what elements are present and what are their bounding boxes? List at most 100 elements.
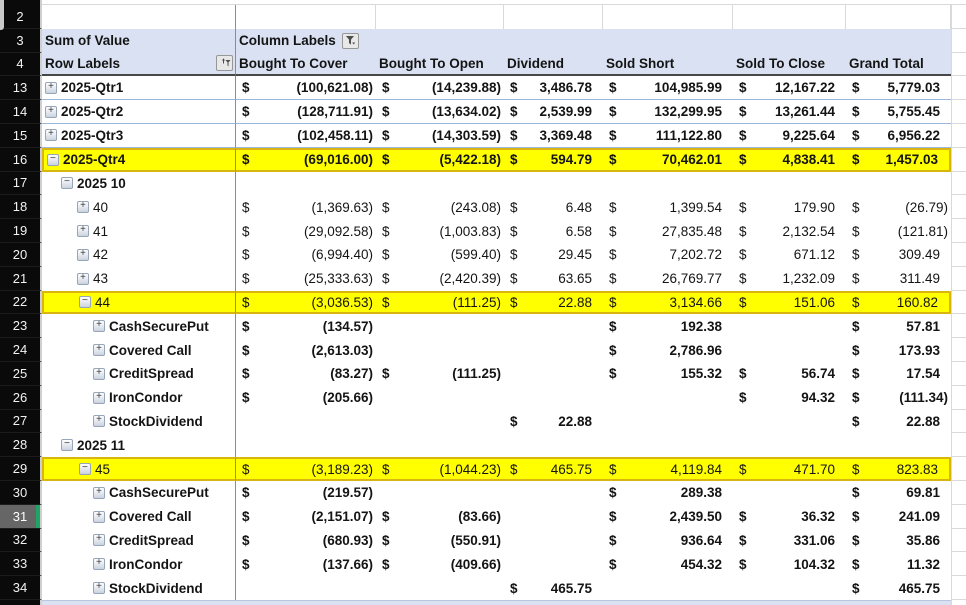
value-cell[interactable] <box>504 529 603 553</box>
value-cell[interactable]: $104.32 <box>733 552 846 576</box>
value-cell[interactable] <box>733 481 846 505</box>
value-cell[interactable]: $36.32 <box>733 505 846 529</box>
empty-cell[interactable] <box>951 361 966 386</box>
expand-button[interactable]: + <box>93 320 105 333</box>
empty-cell[interactable] <box>951 409 966 434</box>
row-label-cell[interactable]: + Covered Call <box>42 504 236 529</box>
empty-cell[interactable] <box>951 242 966 267</box>
value-cell[interactable]: $309.49 <box>846 243 951 267</box>
row-number[interactable]: 27 <box>0 409 42 434</box>
row-number[interactable]: 26 <box>0 385 42 410</box>
value-cell[interactable]: $27,835.48 <box>603 219 733 243</box>
expand-button[interactable]: + <box>45 129 57 142</box>
value-cell[interactable] <box>733 172 846 196</box>
value-cell[interactable] <box>846 172 951 196</box>
empty-cell[interactable] <box>951 195 966 220</box>
value-cell[interactable] <box>504 172 603 196</box>
value-cell[interactable] <box>376 433 504 457</box>
row-number[interactable]: 30 <box>0 480 42 505</box>
column-header[interactable]: Sold To Close <box>733 52 846 77</box>
value-cell[interactable]: $9,225.64 <box>733 124 846 148</box>
empty-cell[interactable] <box>846 5 951 29</box>
value-cell[interactable]: $ (599.40) <box>376 243 504 267</box>
row-label-cell[interactable]: + IronCondor <box>42 552 236 577</box>
value-cell[interactable]: $6,956.22 <box>846 124 951 148</box>
value-cell[interactable]: $173.93 <box>846 338 951 362</box>
value-cell[interactable]: $4,119.84 <box>603 457 733 481</box>
value-cell[interactable] <box>376 172 504 196</box>
value-cell[interactable]: $22.88 <box>504 410 603 434</box>
value-cell[interactable] <box>504 338 603 362</box>
row-label-cell[interactable]: + CashSecurePut <box>42 480 236 505</box>
row-label-cell[interactable]: + StockDividend <box>42 409 236 434</box>
value-cell[interactable] <box>603 410 733 434</box>
header-cell-empty[interactable] <box>504 28 603 53</box>
empty-cell[interactable] <box>951 100 966 124</box>
value-cell[interactable]: $70,462.01 <box>603 147 733 172</box>
value-cell[interactable]: $104,985.99 <box>603 76 733 101</box>
row-label-cell[interactable]: −2025-Qtr4 <box>42 147 236 172</box>
value-cell[interactable]: $11.32 <box>846 552 951 576</box>
row-number[interactable]: 3 <box>0 28 42 53</box>
expand-button[interactable]: + <box>93 415 105 428</box>
collapse-button[interactable]: − <box>61 177 73 190</box>
empty-cell[interactable] <box>951 266 966 291</box>
value-cell[interactable]: $5,779.03 <box>846 76 951 101</box>
empty-cell[interactable] <box>951 5 966 29</box>
value-cell[interactable]: $132,299.95 <box>603 100 733 124</box>
value-cell[interactable]: $ (111.25) <box>376 290 504 315</box>
empty-cell[interactable] <box>376 5 504 29</box>
value-cell[interactable]: $3,134.66 <box>603 290 733 315</box>
row-number[interactable]: 14 <box>0 100 42 124</box>
header-cell-empty[interactable] <box>846 28 951 53</box>
empty-cell[interactable] <box>951 219 966 243</box>
value-cell[interactable] <box>603 172 733 196</box>
value-cell[interactable] <box>733 314 846 338</box>
collapse-button[interactable]: − <box>79 296 91 309</box>
row-number[interactable]: 2 <box>0 5 42 29</box>
expand-button[interactable]: + <box>77 248 89 261</box>
value-cell[interactable]: $ (1,003.83) <box>376 219 504 243</box>
row-label-cell[interactable]: −44 <box>42 290 236 315</box>
row-number[interactable]: 28 <box>0 433 42 458</box>
row-label-cell[interactable]: +2025-Qtr2 <box>42 100 236 124</box>
empty-cell[interactable] <box>951 338 966 362</box>
value-cell[interactable] <box>236 172 376 196</box>
value-cell[interactable] <box>846 433 951 457</box>
row-label-cell[interactable]: −2025 11 <box>42 433 236 458</box>
empty-cell[interactable] <box>951 576 966 600</box>
value-cell[interactable] <box>504 552 603 576</box>
value-cell[interactable] <box>733 433 846 457</box>
value-cell[interactable]: $57.81 <box>846 314 951 338</box>
row-label-cell[interactable]: −2025 10 <box>42 171 236 196</box>
empty-cell[interactable] <box>603 5 733 29</box>
empty-cell[interactable] <box>951 28 966 53</box>
value-cell[interactable] <box>504 362 603 386</box>
expand-button[interactable]: + <box>93 486 105 499</box>
row-label-cell[interactable]: +42 <box>42 242 236 267</box>
value-cell[interactable]: $ (2,420.39) <box>376 267 504 291</box>
row-number[interactable]: 21 <box>0 266 42 291</box>
row-number[interactable]: 13 <box>0 76 42 101</box>
value-cell[interactable]: $ (5,422.18) <box>376 147 504 172</box>
value-cell[interactable]: $29.45 <box>504 243 603 267</box>
value-cell[interactable]: $ (3,189.23) <box>236 457 376 481</box>
value-cell[interactable]: $ (205.66) <box>236 386 376 410</box>
value-cell[interactable]: $69.81 <box>846 481 951 505</box>
value-cell[interactable]: $ (83.66) <box>376 505 504 529</box>
row-number[interactable]: 31 <box>0 504 42 529</box>
row-label-cell[interactable]: +2025-Qtr3 <box>42 123 236 148</box>
value-cell[interactable] <box>376 481 504 505</box>
value-cell[interactable] <box>504 505 603 529</box>
row-number[interactable]: 23 <box>0 314 42 339</box>
value-cell[interactable] <box>376 410 504 434</box>
row-number[interactable]: 19 <box>0 219 42 243</box>
row-number[interactable]: 16 <box>0 147 42 172</box>
value-cell[interactable]: $5,755.45 <box>846 100 951 124</box>
row-number[interactable]: 34 <box>0 576 42 600</box>
expand-button[interactable]: + <box>93 344 105 357</box>
value-cell[interactable]: $192.38 <box>603 314 733 338</box>
value-cell[interactable] <box>504 481 603 505</box>
column-labels-cell[interactable]: Column Labels <box>236 28 376 53</box>
value-cell[interactable] <box>504 386 603 410</box>
